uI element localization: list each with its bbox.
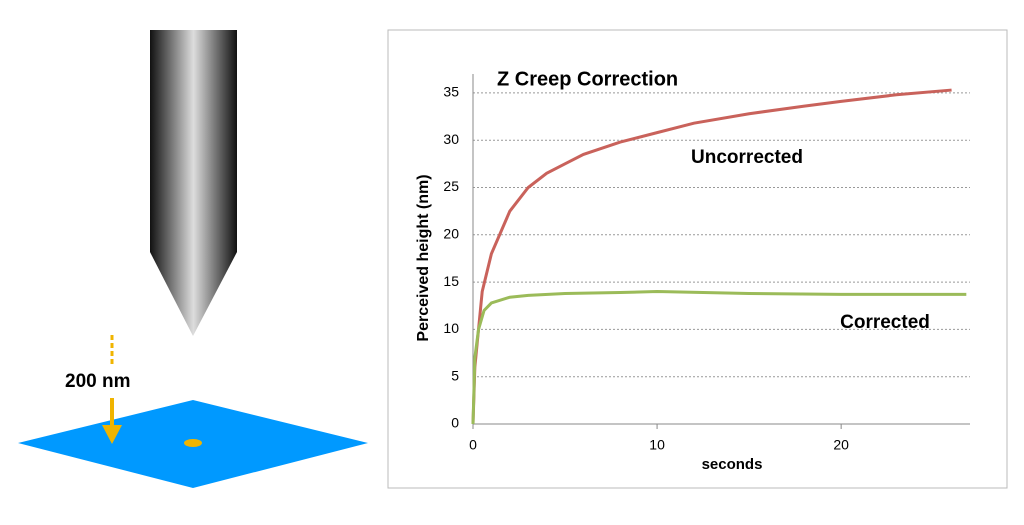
series-label: Corrected [840,312,930,333]
series-label: Uncorrected [691,147,803,168]
y-tick-label: 0 [451,415,459,431]
y-tick-label: 5 [451,367,459,383]
y-axis-label: Perceived height (nm) [415,174,432,341]
x-tick-label: 0 [469,437,477,453]
y-tick-label: 10 [443,320,459,336]
y-tick-label: 25 [443,178,459,194]
x-tick-label: 10 [649,437,665,453]
distance-label: 200 nm [65,371,130,392]
probe [150,30,237,336]
x-axis-label: seconds [702,456,763,473]
x-tick-label: 20 [833,437,849,453]
series-line [471,290,967,425]
feature [184,439,202,447]
series-line [471,88,952,425]
chart-frame [387,29,1008,489]
y-tick-label: 15 [443,273,459,289]
illustration: 200 nm [18,30,368,488]
y-tick-label: 20 [443,226,459,242]
y-tick-label: 30 [443,131,459,147]
chart-title: Z Creep Correction [497,68,678,90]
arrow-head [102,425,122,444]
y-tick-label: 35 [443,84,459,100]
